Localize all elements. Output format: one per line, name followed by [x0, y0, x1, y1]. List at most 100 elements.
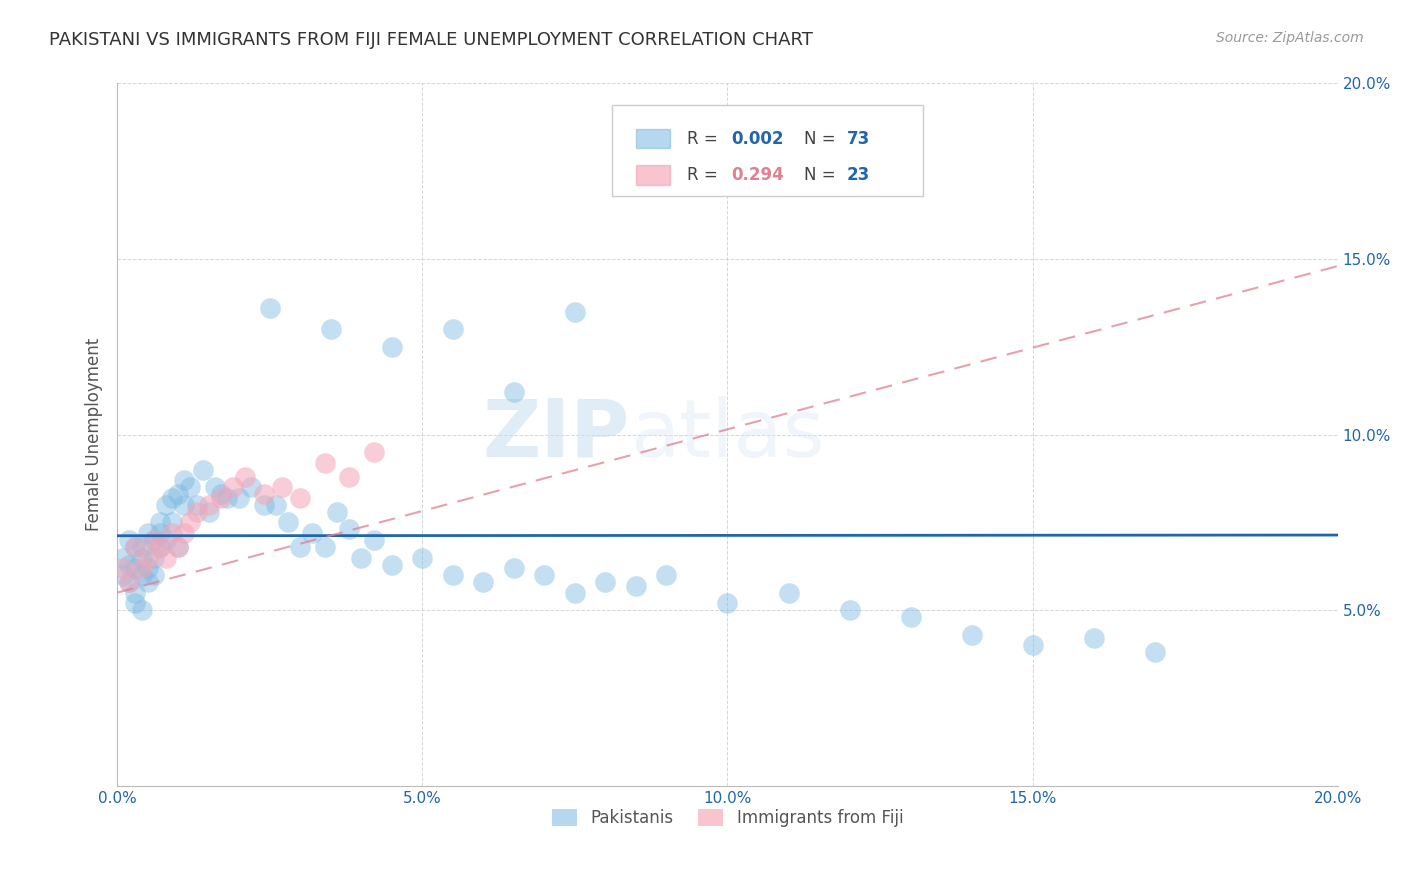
Point — [716, 596, 738, 610]
Point — [131, 540, 153, 554]
Y-axis label: Female Unemployment: Female Unemployment — [86, 338, 103, 532]
Point — [204, 480, 226, 494]
Point — [124, 540, 146, 554]
Point — [118, 558, 141, 572]
Point — [290, 540, 312, 554]
Text: PAKISTANI VS IMMIGRANTS FROM FIJI FEMALE UNEMPLOYMENT CORRELATION CHART: PAKISTANI VS IMMIGRANTS FROM FIJI FEMALE… — [49, 31, 813, 49]
Point — [209, 487, 232, 501]
Point — [441, 322, 464, 336]
Text: N =: N = — [804, 166, 841, 184]
Point — [326, 505, 349, 519]
Point — [900, 610, 922, 624]
Text: atlas: atlas — [630, 396, 824, 474]
Text: Source: ZipAtlas.com: Source: ZipAtlas.com — [1216, 31, 1364, 45]
FancyBboxPatch shape — [636, 165, 671, 185]
Point — [131, 568, 153, 582]
Point — [149, 525, 172, 540]
Point — [564, 304, 586, 318]
Point — [253, 487, 276, 501]
Point — [136, 525, 159, 540]
Point — [472, 575, 495, 590]
Point — [215, 491, 238, 505]
Point — [624, 579, 647, 593]
Point — [179, 480, 201, 494]
Point — [118, 533, 141, 547]
Point — [173, 473, 195, 487]
FancyBboxPatch shape — [612, 104, 922, 196]
Point — [136, 575, 159, 590]
Point — [186, 505, 208, 519]
Point — [235, 469, 257, 483]
Point — [271, 480, 294, 494]
Point — [186, 498, 208, 512]
Point — [259, 301, 281, 316]
Point — [240, 480, 263, 494]
Text: 0.294: 0.294 — [731, 166, 785, 184]
Point — [197, 505, 219, 519]
Point — [118, 575, 141, 590]
Text: R =: R = — [688, 129, 723, 147]
Point — [197, 498, 219, 512]
Point — [314, 456, 336, 470]
Point — [595, 575, 617, 590]
Legend: Pakistanis, Immigrants from Fiji: Pakistanis, Immigrants from Fiji — [546, 802, 910, 834]
Point — [533, 568, 555, 582]
Point — [277, 516, 299, 530]
Point — [290, 491, 312, 505]
Point — [350, 550, 373, 565]
Point — [112, 550, 135, 565]
Point — [160, 525, 183, 540]
Point — [1143, 645, 1166, 659]
Point — [381, 558, 404, 572]
Point — [131, 603, 153, 617]
Point — [160, 491, 183, 505]
Text: 73: 73 — [846, 129, 870, 147]
Text: R =: R = — [688, 166, 723, 184]
Point — [155, 550, 177, 565]
Point — [136, 561, 159, 575]
Point — [112, 561, 135, 575]
Point — [155, 533, 177, 547]
Point — [363, 445, 385, 459]
Point — [118, 575, 141, 590]
Point — [149, 516, 172, 530]
Point — [363, 533, 385, 547]
Point — [112, 568, 135, 582]
Point — [124, 540, 146, 554]
Point — [131, 550, 153, 565]
Point — [502, 385, 524, 400]
Point — [173, 498, 195, 512]
Point — [124, 596, 146, 610]
Point — [502, 561, 524, 575]
Point — [142, 533, 165, 547]
Point — [142, 568, 165, 582]
Point — [179, 516, 201, 530]
Point — [160, 516, 183, 530]
Point — [441, 568, 464, 582]
Text: ZIP: ZIP — [482, 396, 630, 474]
Point — [167, 487, 190, 501]
Point — [222, 480, 245, 494]
Point — [253, 498, 276, 512]
Point — [411, 550, 433, 565]
Point — [173, 525, 195, 540]
Point — [314, 540, 336, 554]
Point — [149, 540, 172, 554]
Point — [337, 523, 360, 537]
Point — [319, 322, 342, 336]
Point — [149, 540, 172, 554]
Point — [124, 561, 146, 575]
Point — [301, 525, 323, 540]
Point — [167, 540, 190, 554]
Point — [1083, 632, 1105, 646]
Point — [142, 533, 165, 547]
Point — [209, 491, 232, 505]
Point — [838, 603, 860, 617]
Point — [131, 561, 153, 575]
Point — [142, 550, 165, 565]
Text: 0.002: 0.002 — [731, 129, 783, 147]
FancyBboxPatch shape — [636, 128, 671, 148]
Point — [124, 585, 146, 599]
Point — [228, 491, 250, 505]
Point — [136, 550, 159, 565]
